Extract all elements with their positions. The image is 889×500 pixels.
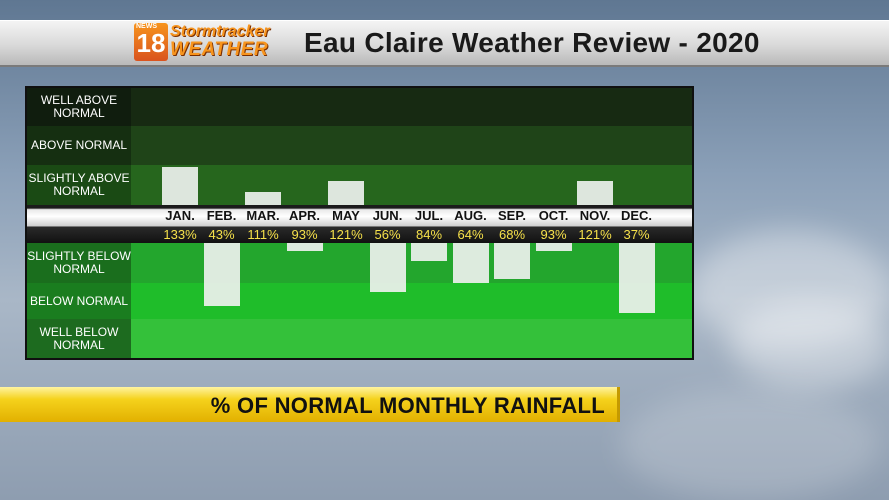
chart-caption: % OF NORMAL MONTHLY RAINFALL bbox=[210, 393, 605, 418]
logo-stormtracker: Stormtracker bbox=[170, 23, 270, 40]
logo-news: NEWS bbox=[136, 23, 157, 30]
rainfall-bar bbox=[618, 243, 655, 313]
band-well-above: WELL ABOVE NORMAL bbox=[27, 88, 692, 126]
percent-label: 121% bbox=[329, 227, 363, 242]
percent-label: 64% bbox=[457, 227, 484, 242]
band-below: BELOW NORMAL bbox=[27, 283, 692, 319]
percent-label: 111% bbox=[247, 227, 279, 242]
band-label-well-above: WELL ABOVE NORMAL bbox=[40, 93, 118, 120]
percent-label: 68% bbox=[498, 227, 526, 242]
month-label: MAY bbox=[332, 208, 360, 223]
logo-number: 18 bbox=[134, 23, 168, 61]
percent-label: 56% bbox=[374, 227, 401, 242]
month-band bbox=[27, 205, 692, 243]
rainfall-bar bbox=[286, 243, 323, 251]
band-above: ABOVE NORMAL bbox=[27, 126, 692, 165]
month-label: MAR. bbox=[246, 208, 280, 223]
background-cloud bbox=[730, 300, 889, 390]
percent-label: 43% bbox=[208, 227, 235, 242]
background-cloud bbox=[620, 390, 880, 500]
rainfall-bar bbox=[369, 243, 406, 292]
rainfall-bar bbox=[494, 243, 530, 279]
month-label: DEC. bbox=[620, 208, 653, 223]
percent-label: 37% bbox=[623, 227, 650, 242]
rainfall-bar bbox=[203, 243, 240, 307]
band-label-slightly-below: SLIGHTLY BELOW NORMAL bbox=[27, 249, 131, 276]
rainfall-bar bbox=[452, 243, 489, 283]
band-label-slightly-above: SLIGHTLY ABOVE NORMAL bbox=[28, 171, 130, 198]
rainfall-bar bbox=[162, 167, 198, 205]
month-label: JUN. bbox=[372, 208, 403, 223]
rainfall-bar bbox=[535, 243, 572, 251]
percent-label: 133% bbox=[163, 227, 197, 242]
station-logo: 18 NEWS Stormtracker WEATHER bbox=[134, 23, 298, 61]
band-label-below: BELOW NORMAL bbox=[29, 293, 128, 308]
caption-bar bbox=[0, 387, 620, 422]
month-label: APR. bbox=[288, 208, 321, 223]
logo-weather: WEATHER bbox=[170, 39, 269, 60]
band-slightly-below: SLIGHTLY BELOW NORMAL bbox=[27, 243, 692, 283]
band-well-below: WELL BELOW NORMAL bbox=[27, 319, 692, 358]
rainfall-bar bbox=[245, 192, 281, 205]
month-label: FEB. bbox=[206, 208, 237, 223]
percent-label: 121% bbox=[578, 227, 612, 242]
page-title: Eau Claire Weather Review - 2020 bbox=[304, 27, 760, 58]
month-label: AUG. bbox=[454, 208, 487, 223]
band-label-well-below: WELL BELOW NORMAL bbox=[39, 324, 119, 352]
month-label: SEP. bbox=[498, 208, 526, 223]
month-label: JAN. bbox=[165, 208, 195, 223]
rainfall-bar bbox=[328, 181, 364, 205]
rainfall-bar bbox=[577, 181, 613, 205]
rainfall-bar bbox=[411, 243, 447, 261]
month-label: JUL. bbox=[414, 208, 444, 223]
percent-label: 84% bbox=[415, 227, 443, 242]
percent-label: 93% bbox=[291, 227, 318, 242]
chart-panel: WELL ABOVE NORMAL ABOVE NORMAL SLIGHTLY … bbox=[25, 86, 694, 360]
month-label: NOV. bbox=[579, 208, 611, 223]
month-label: OCT. bbox=[538, 208, 569, 223]
percent-label: 93% bbox=[540, 227, 567, 242]
band-label-above: ABOVE NORMAL bbox=[30, 138, 128, 152]
background-cloud bbox=[690, 230, 889, 350]
